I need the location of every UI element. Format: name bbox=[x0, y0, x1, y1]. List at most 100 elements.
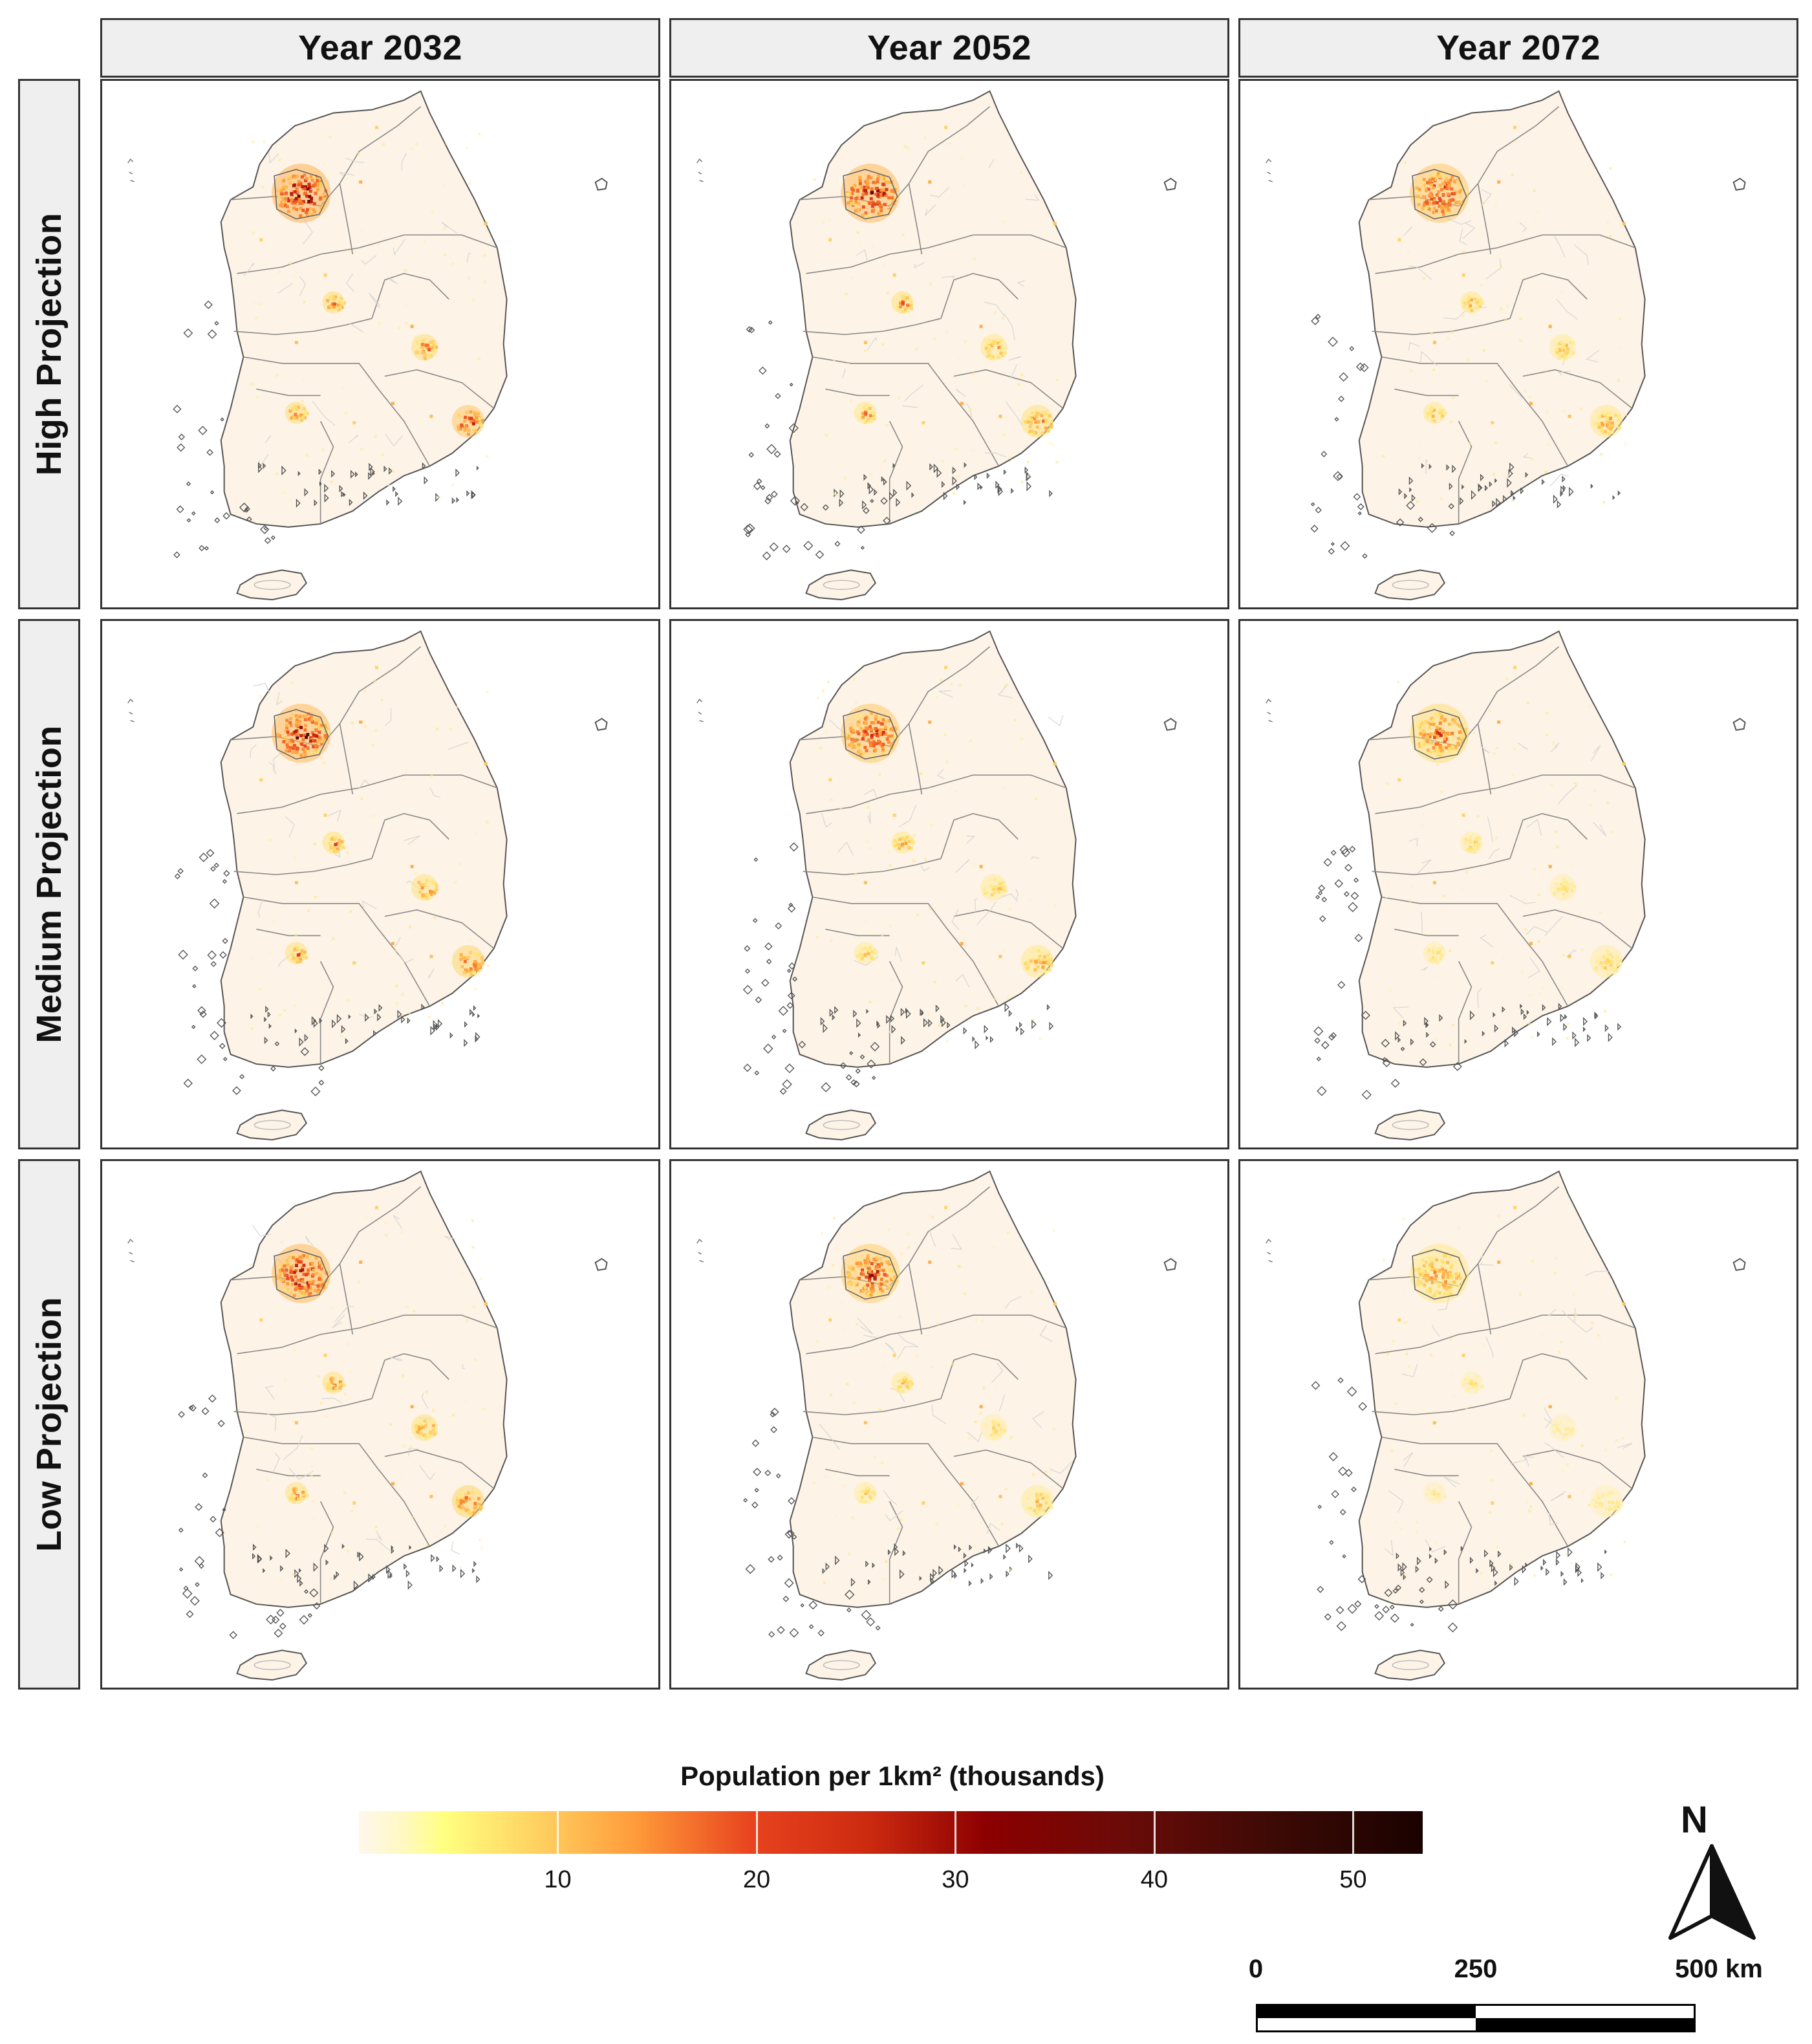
seoul-density-cell bbox=[865, 722, 868, 726]
density-cell bbox=[959, 684, 962, 687]
seoul-density-cell bbox=[866, 1254, 870, 1258]
legend-tick-mark bbox=[755, 1811, 758, 1854]
busan-density-cell bbox=[1604, 1507, 1608, 1511]
busan-density-cell bbox=[469, 420, 473, 424]
daegu-density-cell bbox=[1002, 885, 1006, 889]
density-cell bbox=[1458, 1226, 1461, 1230]
density-cell bbox=[1533, 189, 1536, 192]
density-cell bbox=[1489, 1511, 1492, 1514]
seoul-density-cell bbox=[861, 193, 865, 197]
gwangju-density-cell bbox=[872, 416, 876, 420]
seoul-density-cell bbox=[884, 726, 888, 730]
seoul-density-cell bbox=[853, 184, 857, 188]
density-cell bbox=[832, 1264, 835, 1267]
density-cell bbox=[935, 696, 938, 699]
district-boundary bbox=[955, 388, 966, 397]
density-cell bbox=[1053, 222, 1057, 226]
busan-density-cell bbox=[1612, 1507, 1615, 1511]
density-cell bbox=[1476, 190, 1479, 193]
district-boundary bbox=[1480, 746, 1490, 754]
coastal-islet bbox=[1328, 336, 1338, 347]
density-cell bbox=[432, 1409, 435, 1412]
coastal-islet bbox=[1425, 1023, 1429, 1028]
coastal-islet bbox=[1330, 849, 1337, 856]
daejeon-density-cell bbox=[1474, 840, 1478, 843]
coastal-islet bbox=[1310, 525, 1319, 533]
seoul-density-cell bbox=[299, 754, 303, 757]
daegu-density-cell bbox=[415, 341, 419, 345]
busan-density-cell bbox=[1596, 422, 1600, 426]
seoul-density-cell bbox=[868, 744, 872, 748]
province-boundary bbox=[1477, 183, 1492, 255]
coastal-islet bbox=[189, 1596, 200, 1606]
busan-density-cell bbox=[1035, 1497, 1039, 1501]
daejeon-density-cell bbox=[328, 296, 332, 299]
density-cell bbox=[840, 1301, 843, 1304]
density-cell bbox=[380, 698, 383, 701]
density-cell bbox=[1418, 442, 1421, 445]
density-cell bbox=[825, 1475, 828, 1479]
density-cell bbox=[294, 881, 298, 884]
seoul-density-cell bbox=[848, 743, 852, 747]
density-cell bbox=[349, 1370, 352, 1373]
density-cell bbox=[266, 1478, 269, 1481]
density-cell bbox=[1511, 499, 1515, 503]
daejeon-density-cell bbox=[1467, 1381, 1471, 1385]
daegu-density-cell bbox=[417, 1431, 421, 1435]
coastal-islet bbox=[357, 1551, 361, 1558]
seoul-halo bbox=[841, 1244, 900, 1303]
gwangju-density-cell bbox=[296, 946, 300, 950]
busan-density-cell bbox=[473, 971, 477, 975]
density-cell bbox=[394, 949, 398, 952]
district-boundary bbox=[1403, 1451, 1414, 1468]
coastal-islet bbox=[1541, 479, 1545, 485]
ulleung-island bbox=[1163, 177, 1177, 191]
seoul-density-cell bbox=[311, 1273, 315, 1277]
daejeon-density-cell bbox=[1471, 847, 1474, 851]
seoul-density-cell bbox=[319, 1261, 323, 1265]
density-cell bbox=[940, 679, 943, 682]
district-boundary bbox=[1591, 745, 1601, 761]
seoul-density-cell bbox=[299, 734, 303, 737]
seoul-density-cell bbox=[861, 1268, 865, 1272]
busan-density-cell bbox=[1048, 419, 1052, 423]
seoul-density-cell bbox=[301, 738, 305, 742]
gwangju-density-cell bbox=[1431, 946, 1435, 949]
coastal-islet bbox=[178, 1567, 184, 1572]
busan-density-cell bbox=[464, 426, 468, 429]
seoul-density-cell bbox=[319, 180, 323, 184]
seoul-density-cell bbox=[876, 180, 879, 184]
gwangju-density-cell bbox=[305, 1494, 309, 1497]
daejeon-density-cell bbox=[334, 295, 338, 299]
province-boundary bbox=[339, 1263, 354, 1335]
seoul-density-cell bbox=[877, 739, 881, 743]
daegu-density-cell bbox=[1566, 347, 1569, 351]
coastal-islet bbox=[1015, 1026, 1019, 1032]
busan-density-cell bbox=[1603, 410, 1607, 414]
density-cell bbox=[1560, 1340, 1563, 1343]
density-cell bbox=[1008, 908, 1011, 911]
busan-density-cell bbox=[1605, 419, 1608, 423]
density-cell bbox=[922, 961, 925, 965]
district-boundary bbox=[1551, 742, 1559, 752]
density-cell bbox=[1461, 315, 1465, 318]
seoul-density-cell bbox=[297, 1260, 301, 1264]
district-boundary bbox=[303, 219, 313, 245]
district-boundary bbox=[985, 452, 1007, 458]
daegu-density-cell bbox=[434, 349, 438, 353]
jeju-island bbox=[1374, 1109, 1445, 1141]
coastal-islet bbox=[963, 1552, 967, 1559]
seoul-density-cell bbox=[881, 752, 885, 756]
seoul-density-cell bbox=[870, 734, 874, 737]
daejeon-density-cell bbox=[1468, 1387, 1472, 1391]
gwangju-density-cell bbox=[1436, 960, 1440, 964]
density-cell bbox=[303, 301, 306, 304]
seoul-density-cell bbox=[287, 175, 291, 179]
north-label: N bbox=[1681, 1799, 1708, 1841]
density-cell bbox=[1584, 1538, 1588, 1541]
seoul-density-cell bbox=[298, 723, 302, 727]
density-cell bbox=[391, 942, 394, 946]
province-boundary bbox=[384, 909, 495, 949]
daejeon-density-cell bbox=[330, 849, 334, 853]
row-header-low: Low Projection bbox=[18, 1159, 80, 1690]
